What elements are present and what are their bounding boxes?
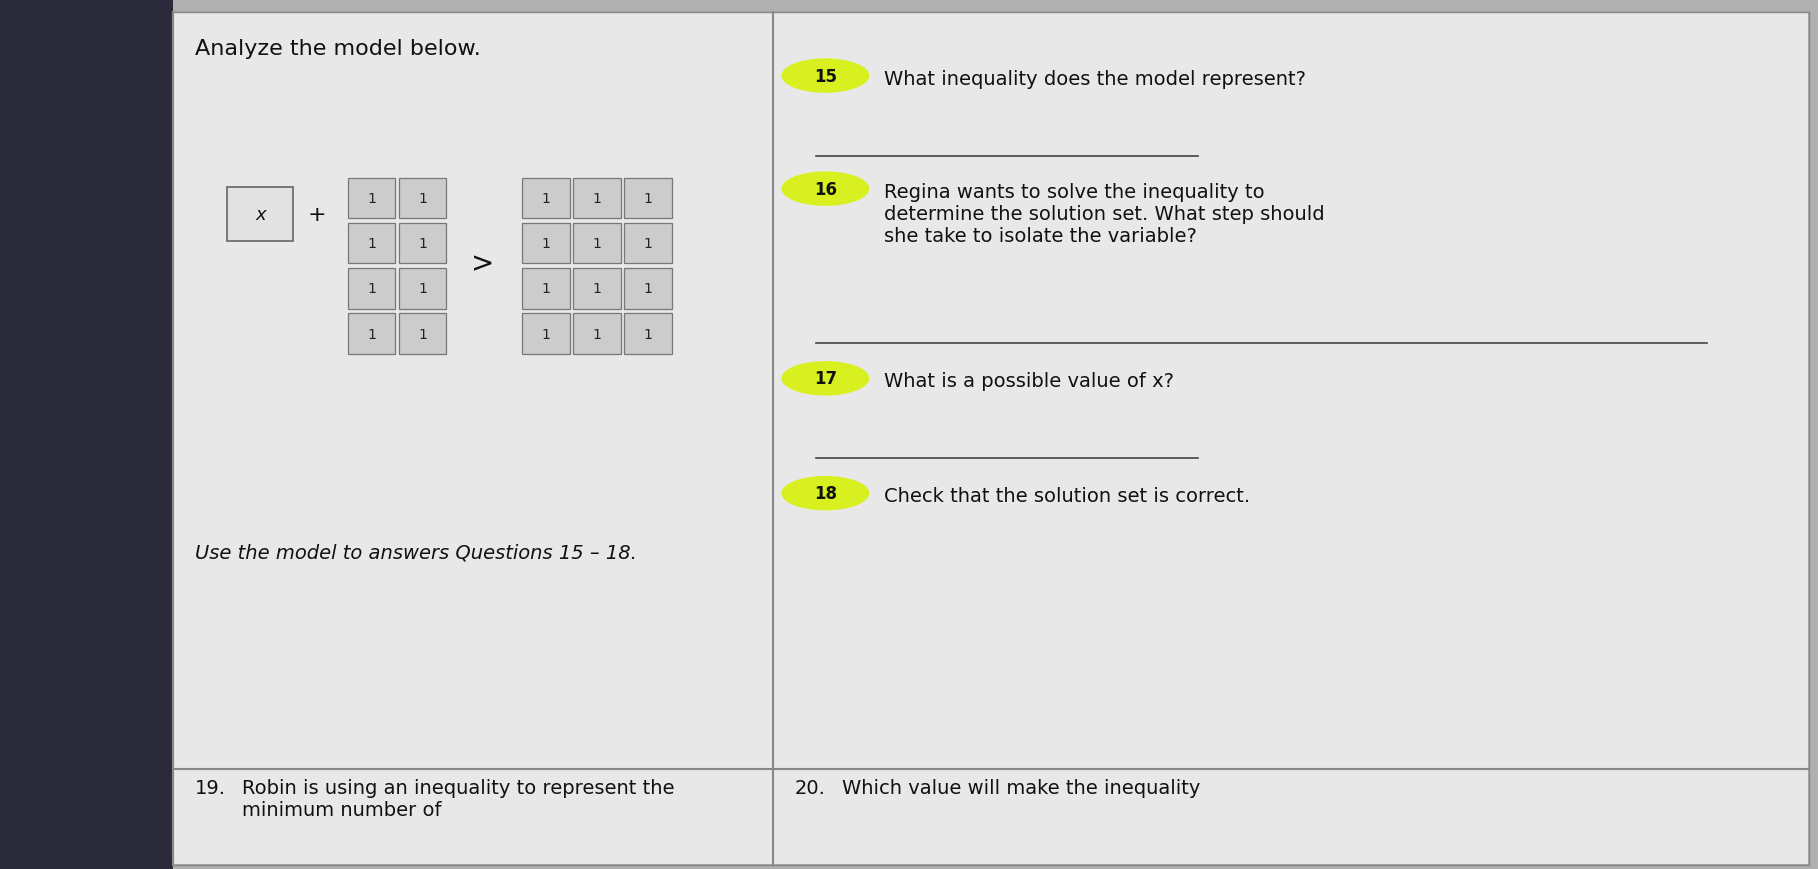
Text: 1: 1 bbox=[644, 192, 653, 206]
Text: 1: 1 bbox=[367, 192, 376, 206]
Text: Analyze the model below.: Analyze the model below. bbox=[195, 39, 480, 59]
Bar bbox=[624, 223, 671, 264]
Text: 1: 1 bbox=[542, 328, 551, 342]
Text: Check that the solution set is correct.: Check that the solution set is correct. bbox=[884, 487, 1249, 506]
Bar bbox=[398, 269, 445, 309]
Text: 1: 1 bbox=[418, 237, 427, 251]
Polygon shape bbox=[0, 0, 173, 869]
Text: >: > bbox=[471, 250, 494, 278]
Text: Robin is using an inequality to represent the
minimum number of: Robin is using an inequality to represen… bbox=[242, 778, 674, 819]
Text: 17: 17 bbox=[814, 370, 836, 388]
Text: 18: 18 bbox=[814, 485, 836, 502]
Text: 1: 1 bbox=[593, 192, 602, 206]
Bar bbox=[347, 269, 395, 309]
Text: 1: 1 bbox=[593, 237, 602, 251]
Text: 1: 1 bbox=[644, 328, 653, 342]
Text: Use the model to answers Questions 15 – 18.: Use the model to answers Questions 15 – … bbox=[195, 543, 636, 562]
Bar bbox=[522, 178, 569, 219]
Bar bbox=[522, 223, 569, 264]
Text: 1: 1 bbox=[418, 192, 427, 206]
Text: 20.: 20. bbox=[794, 778, 825, 797]
Text: 1: 1 bbox=[367, 282, 376, 296]
Bar bbox=[347, 223, 395, 264]
Ellipse shape bbox=[782, 172, 869, 207]
Bar bbox=[227, 188, 293, 242]
Bar bbox=[347, 178, 395, 219]
Text: 1: 1 bbox=[367, 328, 376, 342]
Bar bbox=[522, 314, 569, 355]
Text: 1: 1 bbox=[644, 237, 653, 251]
Text: Regina wants to solve the inequality to
determine the solution set. What step sh: Regina wants to solve the inequality to … bbox=[884, 182, 1324, 245]
Bar bbox=[347, 314, 395, 355]
Bar bbox=[522, 269, 569, 309]
Text: 1: 1 bbox=[418, 282, 427, 296]
Text: 1: 1 bbox=[542, 237, 551, 251]
Text: 1: 1 bbox=[418, 328, 427, 342]
Text: What inequality does the model represent?: What inequality does the model represent… bbox=[884, 70, 1305, 89]
Bar bbox=[624, 269, 671, 309]
Bar bbox=[398, 314, 445, 355]
Text: Which value will make the inequality: Which value will make the inequality bbox=[842, 778, 1200, 797]
Ellipse shape bbox=[782, 59, 869, 94]
Text: 1: 1 bbox=[644, 282, 653, 296]
Bar bbox=[624, 178, 671, 219]
Text: 1: 1 bbox=[542, 282, 551, 296]
Bar bbox=[573, 269, 620, 309]
Bar bbox=[624, 314, 671, 355]
Bar bbox=[573, 314, 620, 355]
Bar bbox=[573, 178, 620, 219]
Ellipse shape bbox=[782, 476, 869, 511]
Text: 16: 16 bbox=[814, 181, 836, 198]
Text: 1: 1 bbox=[593, 328, 602, 342]
Bar bbox=[398, 223, 445, 264]
Text: 19.: 19. bbox=[195, 778, 225, 797]
Bar bbox=[398, 178, 445, 219]
Bar bbox=[573, 223, 620, 264]
Text: x: x bbox=[255, 205, 265, 223]
Text: What is a possible value of x?: What is a possible value of x? bbox=[884, 372, 1174, 391]
Text: 1: 1 bbox=[367, 237, 376, 251]
Text: +: + bbox=[307, 204, 327, 224]
Text: 1: 1 bbox=[593, 282, 602, 296]
Text: 15: 15 bbox=[814, 68, 836, 85]
Ellipse shape bbox=[782, 362, 869, 396]
Text: 1: 1 bbox=[542, 192, 551, 206]
